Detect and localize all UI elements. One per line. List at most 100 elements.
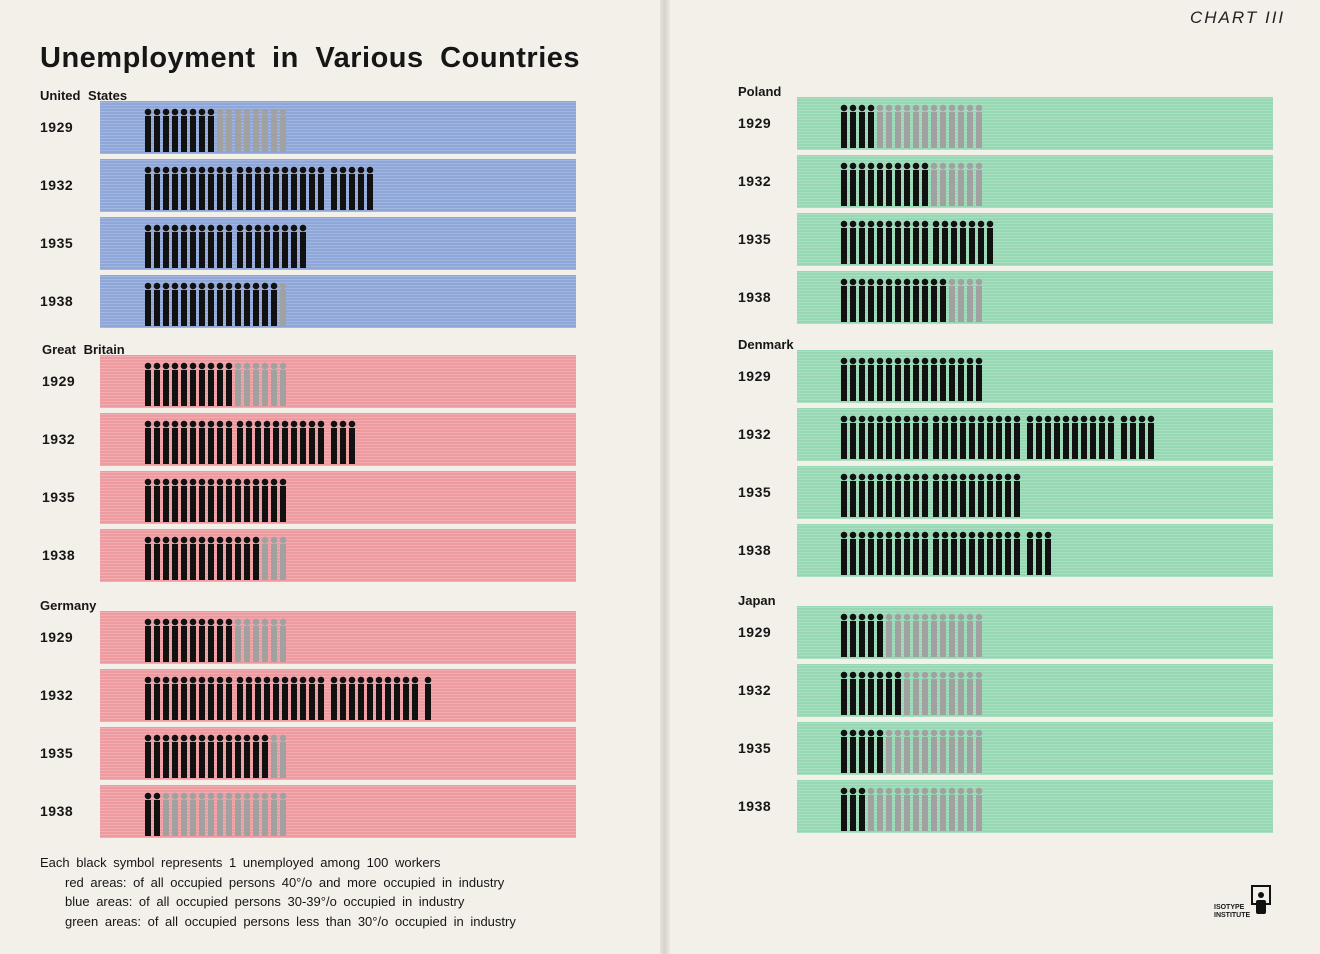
symbol-row-japan-1938	[840, 783, 984, 831]
symbol-row-poland-1929	[840, 100, 984, 148]
worker-symbol	[270, 734, 278, 778]
unemployed-symbol	[941, 473, 949, 517]
unemployed-symbol	[236, 420, 244, 464]
unemployed-symbol	[840, 613, 848, 657]
legend-line-red: red areas: of all occupied persons 40°/o…	[65, 874, 505, 890]
unemployed-symbol	[840, 671, 848, 715]
unemployed-symbol	[198, 734, 206, 778]
unemployed-symbol	[299, 420, 307, 464]
worker-symbol	[243, 618, 251, 662]
unemployed-symbol	[162, 166, 170, 210]
unemployed-symbol	[216, 478, 224, 522]
unemployed-symbol	[1013, 473, 1021, 517]
unemployed-symbol	[198, 108, 206, 152]
unemployed-symbol	[225, 362, 233, 406]
worker-symbol	[216, 108, 224, 152]
unemployed-symbol	[959, 220, 967, 264]
unemployed-symbol	[932, 220, 940, 264]
unemployed-symbol	[912, 162, 920, 206]
unemployed-symbol	[216, 676, 224, 720]
worker-symbol	[903, 787, 911, 831]
worker-symbol	[885, 104, 893, 148]
unemployed-symbol	[144, 676, 152, 720]
worker-symbol	[270, 618, 278, 662]
unemployed-symbol	[270, 282, 278, 326]
unemployed-symbol	[876, 278, 884, 322]
unemployed-symbol	[366, 676, 374, 720]
unemployed-symbol	[144, 420, 152, 464]
unemployed-symbol	[840, 357, 848, 401]
unemployed-symbol	[849, 613, 857, 657]
unemployed-symbol	[180, 282, 188, 326]
year-label-united-states-1938: 1938	[40, 293, 74, 309]
worker-symbol	[216, 792, 224, 836]
unemployed-symbol	[858, 357, 866, 401]
worker-symbol	[198, 792, 206, 836]
worker-symbol	[957, 729, 965, 773]
chart-title: Unemployment in Various Countries	[40, 42, 581, 74]
unemployed-symbol	[941, 415, 949, 459]
worker-symbol	[885, 613, 893, 657]
year-label-united-states-1932: 1932	[40, 177, 74, 193]
unemployed-symbol	[885, 357, 893, 401]
unemployed-symbol	[272, 676, 280, 720]
worker-symbol	[939, 613, 947, 657]
unemployed-symbol	[840, 278, 848, 322]
year-label-poland-1935: 1935	[738, 231, 772, 247]
unemployed-symbol	[357, 166, 365, 210]
unemployed-symbol	[207, 224, 215, 268]
worker-symbol	[948, 787, 956, 831]
worker-symbol	[957, 104, 965, 148]
unemployed-symbol	[849, 787, 857, 831]
unemployed-symbol	[966, 357, 974, 401]
unemployed-symbol	[885, 415, 893, 459]
unemployed-symbol	[263, 224, 271, 268]
unemployed-symbol	[180, 676, 188, 720]
unemployed-symbol	[903, 278, 911, 322]
unemployed-symbol	[189, 618, 197, 662]
year-label-germany-1929: 1929	[40, 629, 74, 645]
unemployed-symbol	[1098, 415, 1106, 459]
unemployed-symbol	[189, 166, 197, 210]
unemployed-symbol	[424, 676, 432, 720]
unemployed-symbol	[180, 166, 188, 210]
unemployed-symbol	[281, 224, 289, 268]
unemployed-symbol	[225, 282, 233, 326]
worker-symbol	[957, 162, 965, 206]
logo-line-1: ISOTYPE	[1214, 904, 1245, 911]
worker-symbol	[948, 671, 956, 715]
symbol-row-great-britain-1932	[144, 416, 357, 464]
unemployed-symbol	[198, 618, 206, 662]
unemployed-symbol	[977, 220, 985, 264]
worker-symbol	[903, 613, 911, 657]
unemployed-symbol	[1053, 415, 1061, 459]
worker-symbol	[957, 787, 965, 831]
symbol-row-united-states-1929	[144, 104, 288, 152]
bar-great-britain-1938	[100, 529, 576, 582]
unemployed-symbol	[339, 420, 347, 464]
unemployed-symbol	[207, 282, 215, 326]
worker-symbol	[894, 613, 902, 657]
unemployed-symbol	[207, 536, 215, 580]
unemployed-symbol	[216, 166, 224, 210]
bar-united-states-1929	[100, 101, 576, 154]
symbol-row-united-states-1932	[144, 162, 375, 210]
year-label-japan-1938: 1938	[738, 798, 772, 814]
year-label-great-britain-1929: 1929	[42, 373, 76, 389]
unemployed-symbol	[1035, 531, 1043, 575]
unemployed-symbol	[236, 676, 244, 720]
worker-symbol	[948, 162, 956, 206]
unemployed-symbol	[959, 473, 967, 517]
unemployed-symbol	[180, 734, 188, 778]
unemployed-symbol	[171, 676, 179, 720]
unemployed-symbol	[849, 104, 857, 148]
unemployed-symbol	[261, 282, 269, 326]
worker-symbol	[975, 278, 983, 322]
unemployed-symbol	[245, 166, 253, 210]
unemployed-symbol	[867, 357, 875, 401]
unemployed-symbol	[941, 220, 949, 264]
unemployed-symbol	[234, 282, 242, 326]
worker-symbol	[270, 792, 278, 836]
unemployed-symbol	[234, 734, 242, 778]
worker-symbol	[903, 671, 911, 715]
